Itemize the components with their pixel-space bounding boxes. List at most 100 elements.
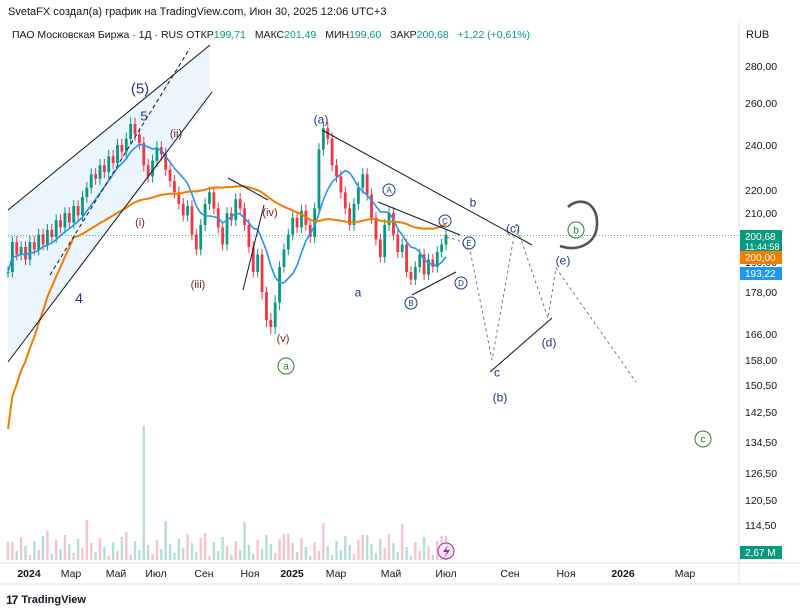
candle-body (392, 213, 395, 235)
candle-body (300, 210, 303, 228)
candle-body (59, 220, 62, 228)
candle-body (46, 229, 49, 245)
candle-body (102, 165, 106, 172)
candle-body (15, 242, 19, 255)
wave-label: 4 (75, 290, 83, 306)
volume-bar (352, 554, 356, 560)
time-tick-label: Ноя (556, 568, 575, 580)
channel-fill (8, 45, 210, 362)
candle-body (98, 165, 102, 179)
chart-attribution: SvetaFX создал(а) график на TradingView.… (8, 6, 387, 18)
volume-bar (265, 535, 268, 560)
candle-body (295, 217, 299, 228)
wave-labels: (5) 5 (ii) (i) (iii) (iv) (v) a (a) A B C D Ea b (c) b (e… (75, 80, 712, 560)
wave-circle (382, 183, 396, 197)
volume-bar (24, 546, 27, 560)
wave-circle (454, 276, 468, 290)
trend-line (321, 129, 533, 246)
low-value: 199,60 (349, 29, 382, 41)
volume-bar (326, 546, 329, 560)
time-tick-label: Ноя (240, 568, 259, 580)
volume-bar (133, 541, 137, 560)
volume-bar (335, 541, 338, 560)
wave-label: (v) (277, 333, 290, 345)
wave-label: c (494, 365, 500, 379)
price-axis[interactable]: 280,00260,00240,00220,00210,00200,00190,… (740, 61, 782, 559)
volume-bar (107, 556, 110, 560)
volume-bar (72, 553, 75, 560)
volume-bar (155, 540, 159, 560)
candle-body (111, 156, 115, 163)
volume-bar (50, 554, 53, 560)
candle-body (50, 229, 54, 237)
wave-label: a (355, 285, 362, 299)
wave-label: (5) (131, 80, 149, 97)
price-tick-label: 134,50 (745, 437, 777, 449)
volume-bar (11, 542, 14, 560)
volume-bar (295, 552, 299, 560)
time-tick-label: Сен (500, 568, 519, 580)
volume-bar (291, 543, 294, 560)
wave-label: C (442, 217, 448, 226)
price-label-value: 200,00 (745, 253, 776, 264)
volume-bar (278, 539, 281, 560)
volume-bar (76, 539, 80, 560)
symbol-legend: ПАО Московская Биржа · 1Д · RUS ОТКР199,… (12, 29, 536, 41)
time-tick-label: Мар (61, 568, 82, 580)
tradingview-brand: TradingView (21, 594, 86, 606)
volume-label-box (740, 546, 782, 559)
volume-bar (15, 551, 18, 560)
volume-bar (195, 552, 198, 560)
volume-bar (94, 552, 97, 560)
open-value: 199,71 (213, 29, 246, 41)
volume-bar (436, 541, 439, 560)
volume-bar (243, 522, 246, 560)
price-tick-label: 142,50 (745, 407, 777, 419)
candle-body (357, 187, 360, 204)
trend-line (411, 271, 457, 296)
volume-bar (177, 539, 181, 560)
volume-bar (401, 524, 404, 560)
candle-body (440, 244, 444, 252)
close-label: ЗАКР (390, 29, 417, 41)
time-axis[interactable]: 2024 Мар Май Июл Сен Ноя 2025 Мар Май Июл Сен Ноя 20… (17, 568, 695, 580)
volume-bar (348, 545, 351, 560)
volume-bar (357, 540, 360, 560)
wave-label: b (470, 195, 477, 209)
candle-body (151, 160, 154, 177)
high-value: 201,49 (284, 29, 317, 41)
candle-body (396, 234, 400, 252)
volume-bar (374, 553, 378, 560)
volume-bar (344, 536, 347, 560)
candle-body (124, 138, 128, 152)
high-label: МАКС (254, 29, 285, 41)
currency-label[interactable]: RUB (746, 29, 770, 41)
volume-bar (234, 541, 237, 560)
volume-bar (287, 534, 290, 560)
wave-label: (ii) (170, 128, 182, 140)
candle-body (317, 149, 321, 209)
candle-body (278, 267, 281, 303)
candle-body (435, 252, 439, 267)
candle-body (291, 217, 295, 235)
price-label-value: 200,68 (745, 232, 776, 243)
candle-body (308, 225, 312, 237)
candle-body (107, 156, 111, 172)
open-label: ОТКР (186, 29, 214, 41)
symbol-name[interactable]: ПАО Московская Биржа · 1Д · RUS (12, 29, 184, 41)
volume-bar (68, 544, 71, 560)
candle-body (28, 242, 32, 260)
wave-circle (462, 236, 476, 250)
volume-bar (260, 549, 264, 560)
candle-body (335, 165, 338, 177)
candle-body (260, 254, 264, 292)
candle-body (221, 227, 225, 245)
volume-bar (199, 538, 202, 560)
volume-bar (392, 543, 395, 560)
volume-bar (282, 534, 286, 560)
volume-bar (41, 536, 45, 560)
candle-body (19, 247, 23, 255)
candle-body (383, 225, 387, 257)
candle-body (146, 165, 150, 177)
